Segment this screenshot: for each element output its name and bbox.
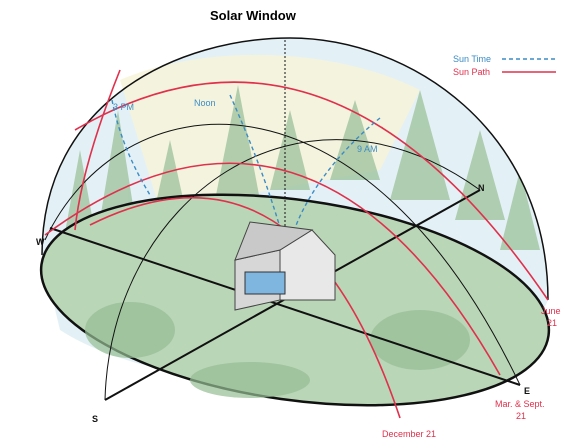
path-label-line: Mar. & Sept. bbox=[495, 399, 545, 409]
direction-label: E bbox=[524, 386, 530, 396]
time-label: 3 PM bbox=[113, 102, 134, 112]
path-label-line: 21 bbox=[516, 411, 526, 421]
path-label: Mar. & Sept. 21 bbox=[495, 399, 547, 421]
path-label: December 21 bbox=[382, 429, 436, 439]
page: Solar Window Sun Time Sun Path 3 PM Noon… bbox=[0, 0, 566, 442]
time-label: 9 AM bbox=[357, 144, 378, 154]
path-label-line: June bbox=[541, 306, 561, 316]
diagram: Solar Window Sun Time Sun Path 3 PM Noon… bbox=[0, 0, 566, 442]
direction-label: S bbox=[92, 414, 98, 424]
title: Solar Window bbox=[210, 8, 297, 23]
legend-label: Sun Time bbox=[453, 54, 491, 64]
legend-label: Sun Path bbox=[453, 67, 490, 77]
path-label-line: 21 bbox=[547, 318, 557, 328]
time-label: Noon bbox=[194, 98, 216, 108]
direction-label: N bbox=[478, 183, 485, 193]
direction-label: W bbox=[36, 237, 45, 247]
